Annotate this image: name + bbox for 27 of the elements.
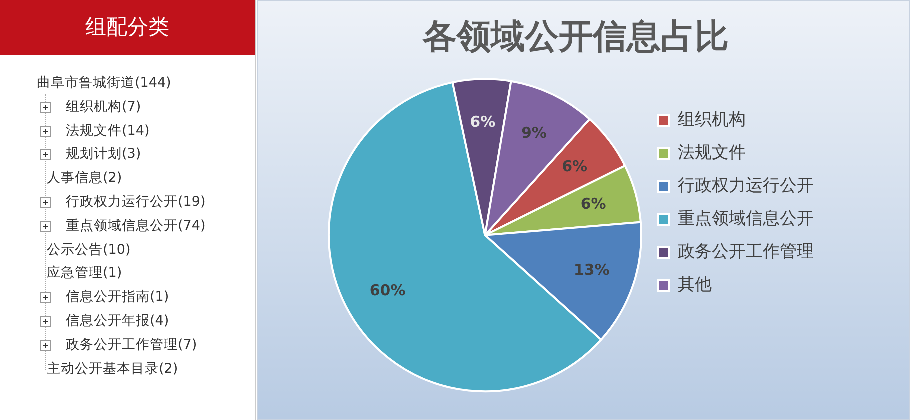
chart-title: 各领域公开信息占比 [422,17,729,58]
legend-label: 重点领域信息公开 [678,208,814,229]
text: 规划计划(3) [66,145,142,164]
data-label: 6% [562,157,588,176]
data-label: 6% [580,195,606,214]
text: 行政权力运行公开(19) [66,193,206,211]
text: 人事信息(2) [47,169,122,188]
text: 公示公告(10) [47,240,131,259]
text: 政务公开工作管理(7) [66,336,198,354]
data-label: 6% [470,112,496,131]
text: 应急管理(1) [47,264,122,282]
data-label: 60% [370,282,406,300]
text: 重点领域信息公开(74) [66,216,206,235]
legend-label: 法规文件 [678,142,746,163]
text: 信息公开年报(4) [66,312,170,330]
text: 组织机构(7) [66,98,142,116]
legend-label: 其他 [678,274,712,295]
text: 组配分类 [0,0,255,55]
legend-label: 组织机构 [678,110,746,130]
data-label: 9% [521,124,547,142]
text: 曲阜市鲁城街道(144) [37,74,172,92]
text: 法规文件(14) [66,122,150,140]
legend-label: 行政权力运行公开 [678,176,814,196]
data-label: 13% [574,261,610,280]
legend-label: 政务公开工作管理 [678,242,814,262]
text: 主动公开基本目录(2) [47,360,178,378]
text: 信息公开指南(1) [66,288,170,306]
